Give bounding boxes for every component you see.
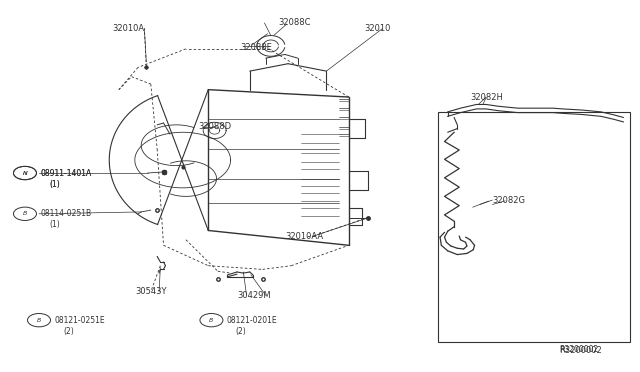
Text: B: B: [23, 211, 27, 216]
Text: N: N: [22, 170, 28, 176]
Text: 32010: 32010: [365, 24, 391, 33]
Text: 32088D: 32088D: [198, 122, 232, 131]
Text: 32010AA: 32010AA: [285, 231, 323, 241]
Text: (2): (2): [63, 327, 74, 336]
Text: (1): (1): [49, 180, 60, 189]
Text: 32088C: 32088C: [278, 19, 311, 28]
Text: 08121-0201E: 08121-0201E: [227, 316, 277, 325]
Text: 30429M: 30429M: [237, 291, 271, 300]
Text: N: N: [22, 170, 28, 176]
Text: (1): (1): [49, 180, 60, 189]
Text: 32088E: 32088E: [240, 42, 272, 51]
Text: R3200002: R3200002: [559, 346, 602, 355]
Text: 08911-1401A: 08911-1401A: [40, 169, 92, 177]
Text: 32082H: 32082H: [470, 93, 503, 102]
Text: 08121-0251E: 08121-0251E: [54, 316, 105, 325]
Bar: [438, 112, 630, 341]
Text: B: B: [37, 318, 41, 323]
Text: (1): (1): [49, 221, 60, 230]
Text: 08114-0251B: 08114-0251B: [40, 209, 92, 218]
Text: R3200002: R3200002: [559, 345, 599, 354]
Text: 32082G: 32082G: [492, 196, 525, 205]
Text: 30543Y: 30543Y: [135, 287, 166, 296]
Text: (2): (2): [236, 327, 246, 336]
Text: B: B: [209, 318, 214, 323]
Text: 32010A: 32010A: [113, 24, 145, 33]
Text: 08911-1401A: 08911-1401A: [40, 169, 92, 177]
